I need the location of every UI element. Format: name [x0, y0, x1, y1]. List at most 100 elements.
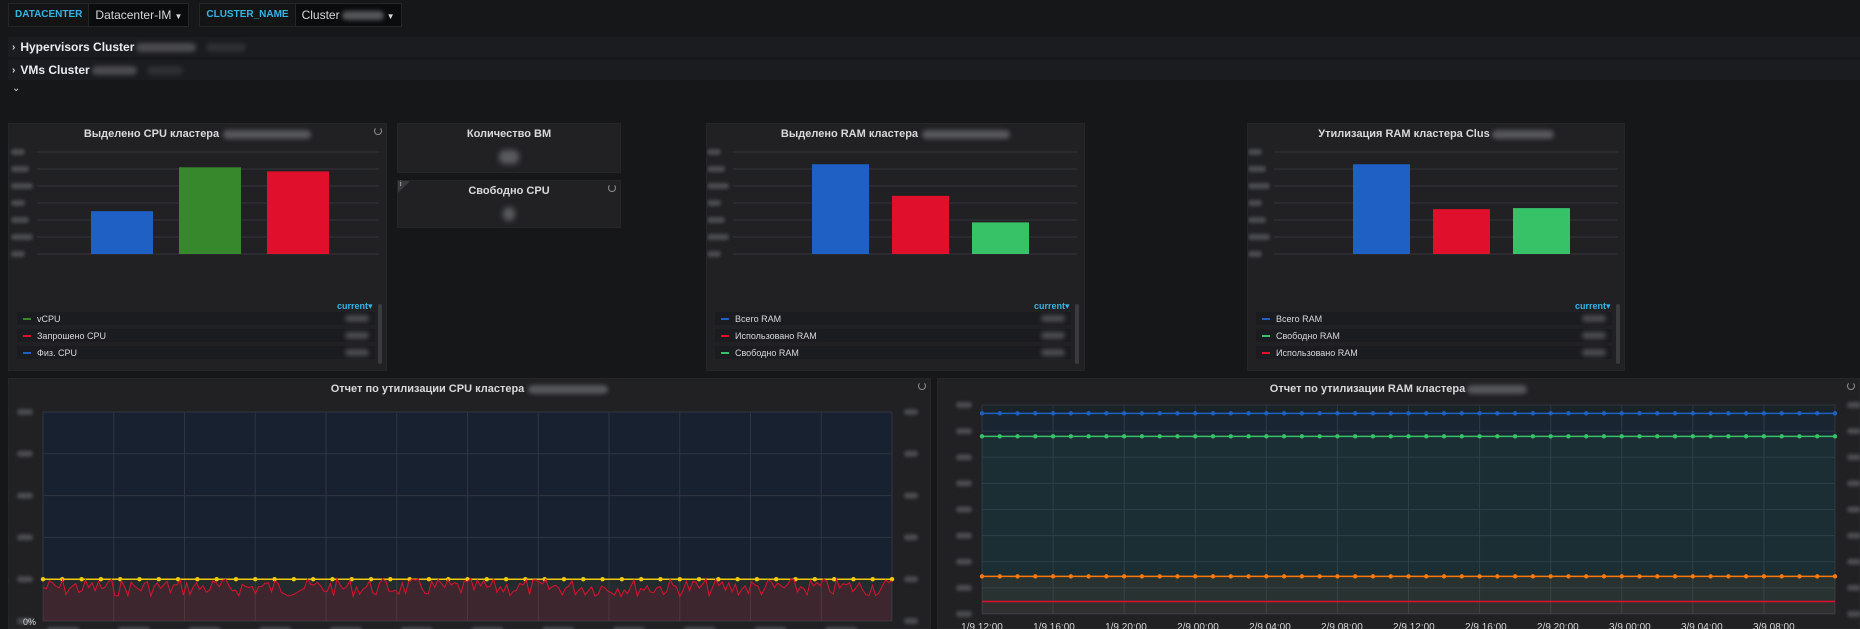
series-point	[1388, 574, 1393, 579]
series-area	[982, 413, 1835, 614]
scrollbar[interactable]	[1616, 304, 1620, 364]
redacted-tick-label	[1847, 480, 1860, 487]
series-point	[1157, 411, 1162, 416]
redacted-value	[1041, 349, 1065, 356]
series-point	[619, 577, 625, 582]
variables-bar: DATACENTER Datacenter-IM ▼ CLUSTER_NAME C…	[8, 3, 402, 27]
series-point	[1406, 434, 1411, 439]
redacted-text	[341, 11, 384, 21]
legend-item[interactable]: Всего RAM	[715, 312, 1071, 325]
legend-header-current[interactable]: current▾	[1034, 301, 1070, 311]
redacted-tick-label	[904, 409, 918, 415]
redacted-tick-label	[956, 558, 972, 565]
series-point	[1512, 411, 1518, 416]
refresh-icon[interactable]	[918, 382, 926, 390]
legend-item[interactable]: Свободно RAM	[715, 346, 1071, 359]
refresh-icon[interactable]	[608, 184, 616, 192]
bar	[1353, 164, 1410, 254]
legend-item[interactable]: Запрошено CPU	[17, 329, 375, 342]
redacted-tick-label	[956, 480, 972, 487]
datacenter-select[interactable]: Datacenter-IM ▼	[89, 3, 190, 27]
legend-swatch	[1262, 351, 1270, 354]
legend-header-current[interactable]: current▾	[337, 301, 373, 311]
refresh-icon[interactable]	[374, 127, 382, 135]
row-vms[interactable]: › VMs Cluster	[8, 60, 1860, 80]
series-point	[1566, 574, 1571, 579]
redacted-tick-label	[956, 611, 972, 617]
series-point	[1690, 434, 1696, 439]
scrollbar[interactable]	[1075, 304, 1079, 364]
series-point	[677, 577, 682, 582]
series-point	[774, 577, 779, 582]
redacted-tick-label	[1847, 584, 1860, 591]
scrollbar[interactable]	[378, 304, 382, 364]
legend-label: Всего RAM	[1276, 313, 1323, 324]
series-point	[156, 577, 161, 582]
redacted-tick-label	[1248, 234, 1270, 240]
series-point	[1121, 434, 1127, 439]
redacted-value	[1582, 332, 1606, 339]
series-point	[1352, 434, 1358, 439]
chevron-down-icon[interactable]: ⌄	[12, 83, 21, 94]
legend-header-current[interactable]: current▾	[1575, 301, 1611, 311]
series-point	[1264, 434, 1269, 439]
series-point	[1193, 434, 1198, 439]
series-point	[1672, 411, 1678, 416]
redacted-tick-label	[1847, 454, 1860, 461]
series-line	[42, 577, 893, 599]
refresh-icon[interactable]	[1847, 382, 1855, 390]
legend-item[interactable]: Использовано RAM	[715, 329, 1071, 342]
info-icon[interactable]: i	[398, 181, 410, 193]
series-point	[1015, 434, 1020, 439]
series-point	[1548, 574, 1553, 579]
series-point	[1619, 434, 1624, 439]
series-point	[870, 577, 875, 582]
series-point	[426, 577, 432, 582]
series-point	[195, 577, 200, 582]
series-point	[1264, 411, 1269, 416]
redacted-tick-label	[17, 576, 33, 583]
legend-swatch	[23, 351, 31, 354]
redacted-tick-label	[11, 183, 33, 189]
series-point	[79, 577, 84, 582]
series-point	[1832, 434, 1838, 439]
legend-label: Использовано RAM	[735, 330, 817, 341]
legend-label: Запрошено CPU	[37, 330, 107, 341]
series-point	[1193, 411, 1198, 416]
series-point	[561, 577, 567, 582]
series-point	[214, 577, 219, 582]
series-point	[1815, 434, 1820, 439]
series-point	[754, 577, 760, 582]
series-point	[1175, 574, 1180, 579]
redacted-tick-label	[956, 532, 972, 539]
redacted-value	[345, 349, 369, 356]
chevron-right-icon: ›	[12, 41, 16, 53]
bar	[1513, 208, 1570, 254]
legend-item[interactable]: Физ. CPU	[17, 346, 375, 359]
legend-item[interactable]: Использовано RAM	[1256, 346, 1612, 359]
series-point	[1761, 434, 1767, 439]
series-point	[979, 434, 985, 439]
series-point	[716, 577, 721, 582]
redacted-tick-label	[904, 618, 918, 624]
series-point	[1797, 434, 1802, 439]
legend-item[interactable]: vCPU	[17, 312, 375, 325]
series-point	[1601, 411, 1607, 416]
series-point	[1370, 574, 1376, 579]
x-tick-label: 3/9 00:00	[1609, 622, 1651, 629]
series-point	[1566, 434, 1571, 439]
legend-item[interactable]: Всего RAM	[1256, 312, 1612, 325]
redacted-text	[223, 129, 312, 139]
series-point	[1068, 411, 1074, 416]
legend-swatch	[23, 317, 31, 320]
redacted-tick-label	[11, 166, 29, 172]
redacted-text	[528, 384, 609, 394]
series-point	[310, 577, 316, 582]
cluster-select[interactable]: Cluster ▼	[295, 3, 402, 27]
series-point	[1708, 574, 1713, 579]
legend-item[interactable]: Свободно RAM	[1256, 329, 1612, 342]
row-hypervisors[interactable]: › Hypervisors Cluster	[8, 37, 1860, 57]
datacenter-variable: DATACENTER Datacenter-IM ▼	[8, 3, 190, 27]
series-point	[1708, 411, 1713, 416]
series-point	[979, 411, 985, 416]
